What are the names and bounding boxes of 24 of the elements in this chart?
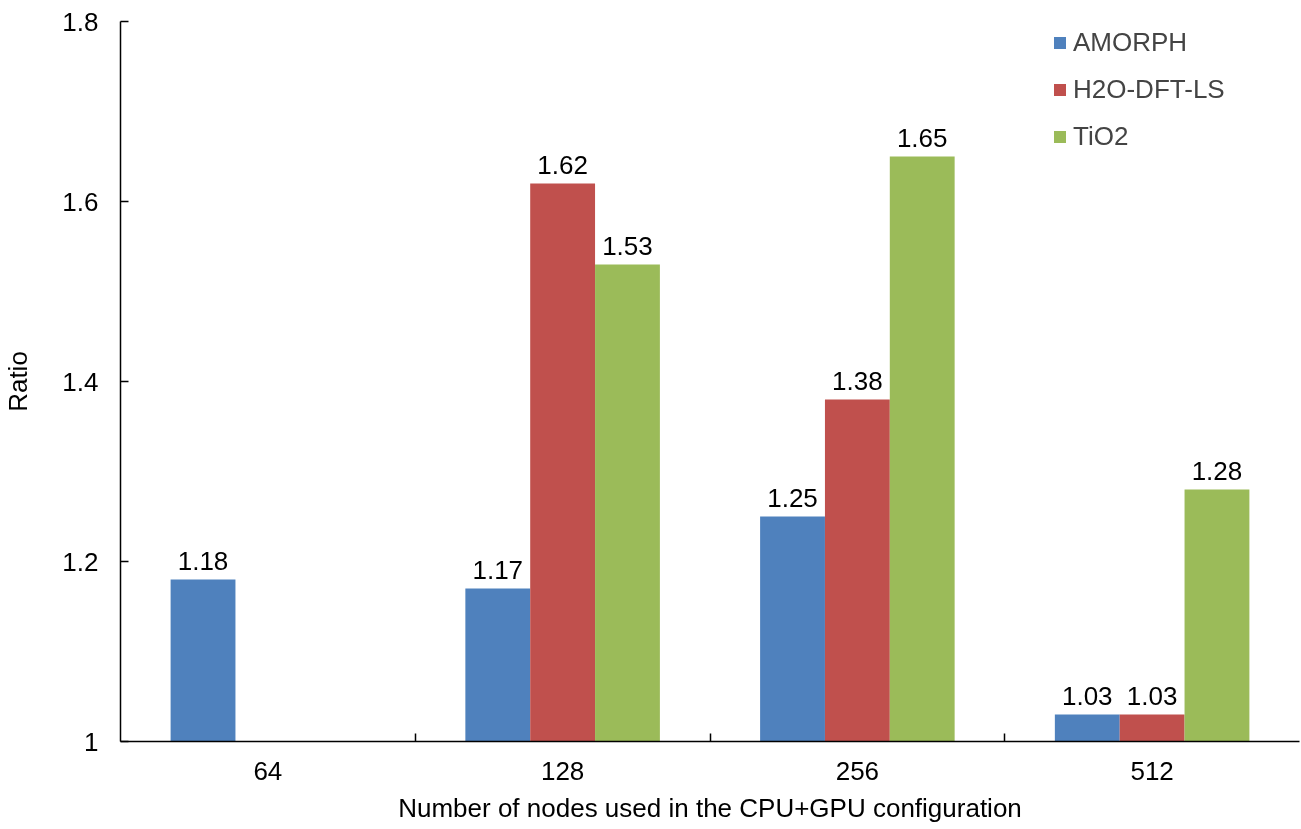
y-tick-label: 1.6 <box>62 186 99 217</box>
legend-label: H2O-DFT-LS <box>1073 74 1226 105</box>
x-tick-label: 512 <box>1130 755 1174 786</box>
y-tick-label: 1.8 <box>62 6 99 37</box>
x-axis-title: Number of nodes used in the CPU+GPU configuration <box>398 792 1022 823</box>
data-label: 1.62 <box>537 149 588 180</box>
data-label: 1.38 <box>832 365 883 396</box>
data-label: 1.17 <box>472 554 524 585</box>
y-tick-label: 1.4 <box>62 366 99 397</box>
data-label: 1.53 <box>602 230 653 261</box>
data-label: 1.28 <box>1191 455 1243 486</box>
y-axis-title: Ratio <box>3 351 34 412</box>
data-label: 1.18 <box>177 545 229 576</box>
data-label: 1.03 <box>1061 680 1113 711</box>
data-label: 1.65 <box>896 122 948 153</box>
data-label: 1.03 <box>1126 680 1178 711</box>
data-label: 1.25 <box>767 482 818 513</box>
legend-label: TiO2 <box>1073 121 1130 152</box>
legend-label: AMORPH <box>1073 27 1189 58</box>
y-tick-label: 1.2 <box>62 546 99 577</box>
x-tick-label: 64 <box>253 755 283 786</box>
y-tick-label: 1 <box>84 726 99 757</box>
x-tick-label: 256 <box>835 755 880 786</box>
x-tick-label: 128 <box>540 755 585 786</box>
